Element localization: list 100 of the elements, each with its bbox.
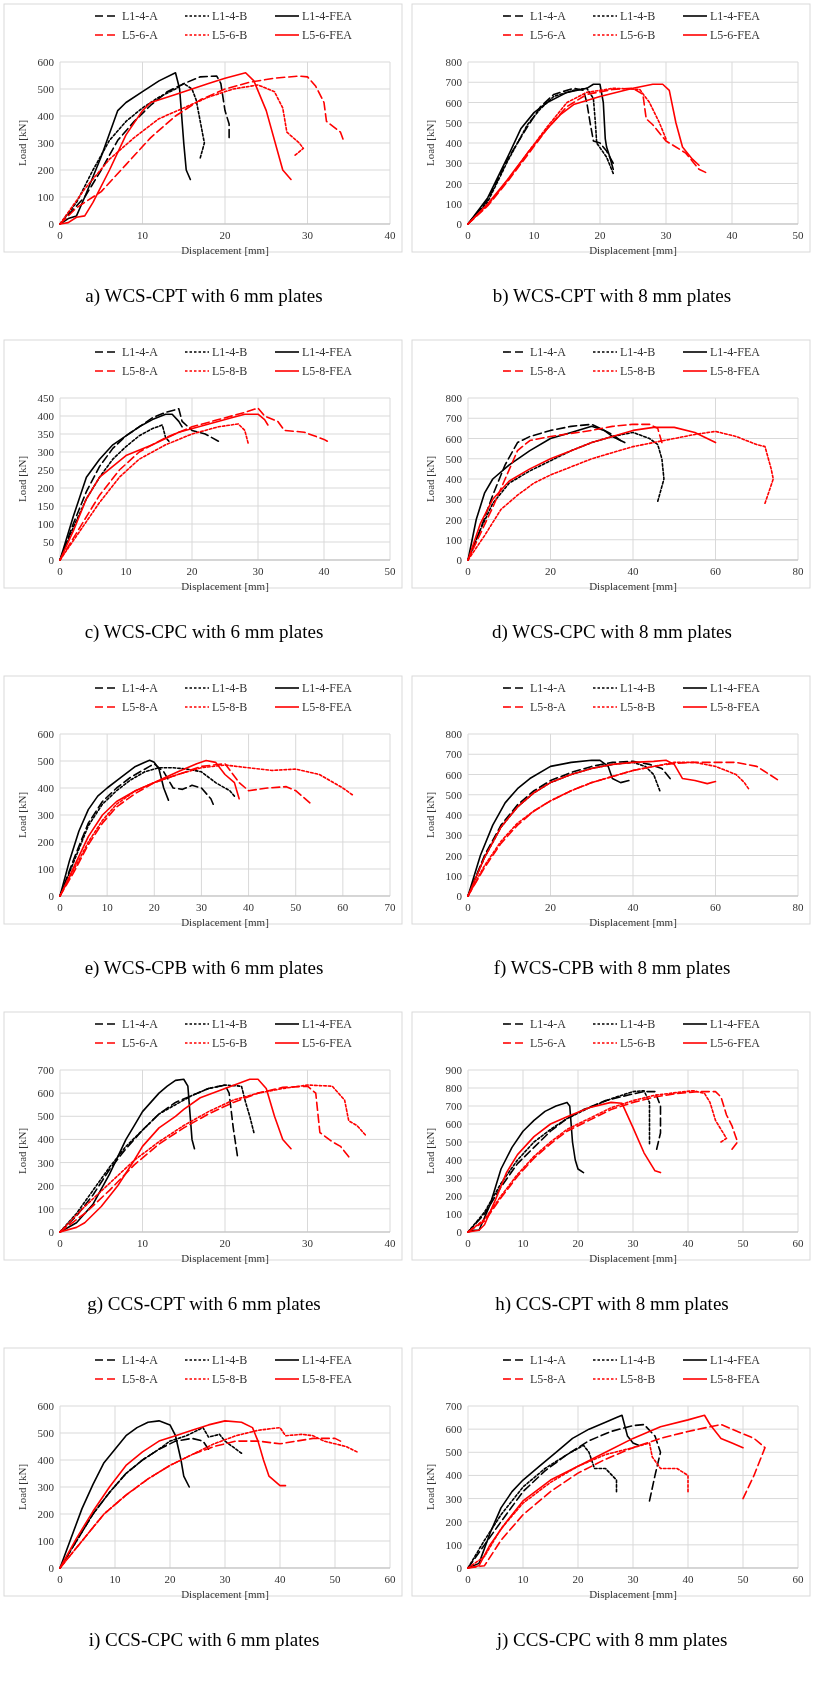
legend-label: L1-4-FEA [302,9,353,23]
y-tick-label: 700 [445,1400,463,1412]
y-tick-label: 600 [37,56,55,68]
text: h) CCS-CPT with 8 mm plates [495,1293,729,1315]
x-axis-title: Displacement [mm] [181,244,269,256]
x-tick-label: 60 [384,1573,396,1585]
legend-label: L5-8-B [620,700,656,714]
y-tick-label: 500 [37,1427,55,1439]
legend-label: L5-8-B [212,364,248,378]
x-tick-label: 0 [465,1573,472,1585]
y-tick-label: 0 [456,1226,463,1238]
legend-label: L5-8-FEA [302,1372,353,1386]
x-tick-label: 30 [302,1237,314,1249]
legend-label: L1-4-A [530,345,567,359]
x-tick-label: 50 [737,1237,749,1249]
x-axis-title: Displacement [mm] [181,916,269,928]
y-tick-label: 600 [37,1400,55,1412]
y-tick-label: 450 [37,392,55,404]
y-tick-label: 400 [37,1454,55,1466]
text: b) WCS-CPT with 8 mm plates [492,285,732,307]
legend-label: L5-6-A [122,1036,159,1050]
text: f) WCS-CPB with 8 mm plates [493,957,731,979]
y-tick-label: 200 [37,482,55,494]
y-tick-label: 100 [37,1202,55,1215]
x-tick-label: 20 [545,565,557,577]
y-tick-label: 0 [48,218,55,230]
legend-label: L1-4-FEA [302,681,353,695]
text: c) WCS-CPC with 6 mm plates [84,621,324,643]
legend-label: L5-6-A [530,1036,567,1050]
legend-label: L1-4-B [212,1017,248,1031]
y-tick-label: 0 [456,890,463,902]
x-tick-label: 80 [792,901,804,913]
y-tick-label: 700 [445,76,463,89]
x-axis-title: Displacement [mm] [589,580,677,592]
y-tick-label: 500 [445,1446,463,1459]
legend-label: L5-6-A [122,28,159,42]
text: j) CCS-CPC with 8 mm plates [495,1629,728,1651]
legend-label: L5-6-B [620,28,656,42]
y-tick-label: 600 [445,768,463,781]
x-tick-label: 40 [274,1573,286,1585]
x-axis-title: Displacement [mm] [181,1252,269,1264]
x-tick-label: 40 [318,565,330,577]
text: i) CCS-CPC with 6 mm plates [88,1629,320,1651]
x-tick-label: 0 [57,229,64,241]
y-tick-label: 500 [445,1136,463,1148]
legend-label: L1-4-B [620,1017,656,1031]
text: g) CCS-CPT with 6 mm plates [87,1293,321,1315]
legend-label: L1-4-A [122,345,159,359]
y-tick-label: 400 [37,110,55,122]
legend-label: L5-6-B [620,1036,656,1050]
legend-label: L5-6-A [530,28,567,42]
y-tick-label: 0 [48,1562,55,1574]
y-tick-label: 0 [456,218,463,230]
y-axis-title: Load [kN] [424,791,436,839]
legend-label: L1-4-A [530,9,567,23]
y-tick-label: 400 [445,809,463,821]
legend-label: L1-4-FEA [710,1353,761,1367]
y-axis-title: Load [kN] [424,455,436,503]
legend-label: L1-4-A [122,1353,159,1367]
y-tick-label: 300 [445,1172,463,1184]
x-tick-label: 0 [465,901,472,913]
legend-label: L5-8-FEA [710,364,761,378]
y-tick-label: 250 [37,464,55,476]
legend-label: L1-4-FEA [710,345,761,359]
y-tick-label: 400 [37,410,55,422]
x-tick-label: 0 [465,1237,472,1249]
x-tick-label: 40 [243,901,255,913]
legend-label: L1-4-FEA [302,345,353,359]
x-tick-label: 50 [329,1573,341,1585]
y-tick-label: 100 [445,533,463,546]
y-tick-label: 300 [37,446,55,458]
y-tick-label: 200 [445,1515,463,1528]
y-tick-label: 350 [37,428,55,440]
y-tick-label: 300 [445,1492,463,1505]
y-axis-title: Load [kN] [424,1127,436,1175]
x-tick-label: 10 [137,229,149,241]
y-tick-label: 200 [445,1190,463,1202]
y-tick-label: 400 [445,1154,463,1166]
y-tick-label: 100 [445,197,463,210]
y-axis-title: Load [kN] [424,119,436,167]
legend-label: L1-4-B [212,1353,248,1367]
legend-label: L1-4-B [212,345,248,359]
legend-label: L1-4-B [620,9,656,23]
legend-label: L1-4-A [530,1353,567,1367]
legend-label: L1-4-A [122,681,159,695]
y-tick-label: 100 [37,863,55,875]
y-tick-label: 400 [445,1469,463,1482]
legend-label: L1-4-B [620,1353,656,1367]
legend-label: L5-8-B [212,1372,248,1386]
legend-label: L1-4-A [530,1017,567,1031]
x-tick-label: 30 [660,229,672,241]
y-axis-title: Load [kN] [424,1463,436,1511]
y-tick-label: 900 [445,1064,463,1076]
legend-label: L5-8-A [530,364,567,378]
x-tick-label: 40 [384,229,396,241]
x-tick-label: 10 [517,1573,529,1585]
x-tick-label: 20 [572,1573,584,1585]
x-tick-label: 60 [792,1237,804,1249]
y-tick-label: 200 [37,1179,55,1192]
y-tick-label: 600 [445,96,463,109]
